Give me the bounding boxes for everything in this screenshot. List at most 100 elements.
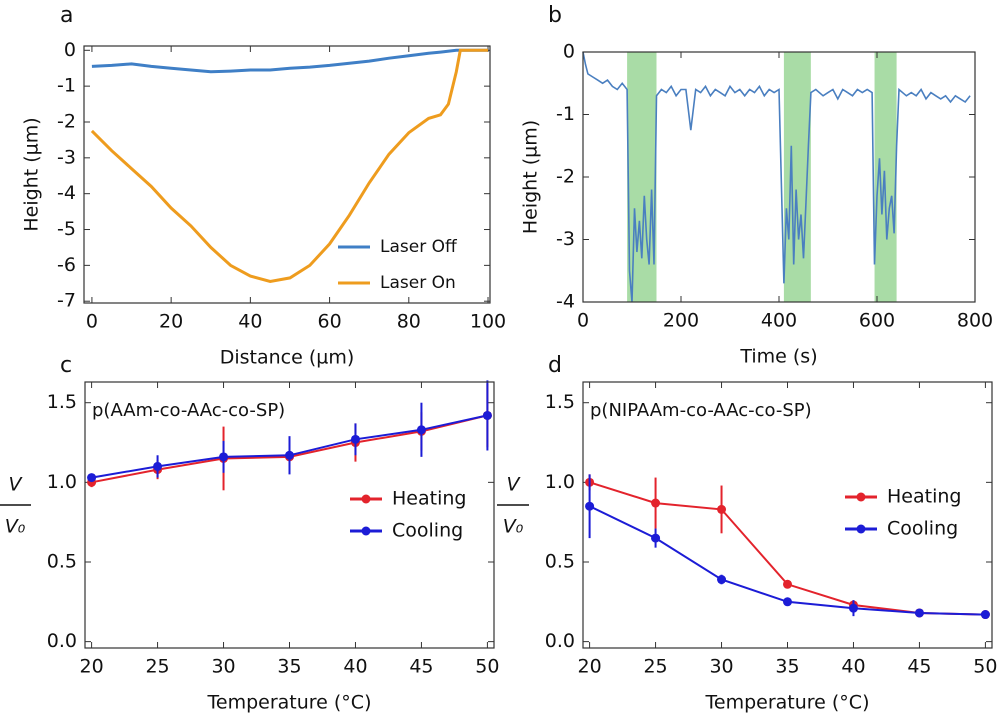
y-tick-label: -3 <box>556 228 575 250</box>
x-tick-label: 45 <box>409 656 433 678</box>
x-axis-label: Temperature (°C) <box>207 692 372 714</box>
legend-marker <box>856 524 866 534</box>
annotation: p(NIPAAm-co-AAc-co-SP) <box>590 400 812 421</box>
data-point <box>482 410 492 420</box>
y-tick-label: 1.0 <box>545 471 575 493</box>
x-axis-label: Distance (µm) <box>220 347 355 369</box>
y-tick-label: 0.0 <box>47 630 77 652</box>
x-tick-label: 30 <box>709 656 733 678</box>
legend-label: Laser Off <box>380 237 458 257</box>
y-tick-label: 1.0 <box>47 471 77 493</box>
y-tick-label: -1 <box>556 103 575 125</box>
y-axis-label: Height (µm) <box>520 120 542 234</box>
legend-marker <box>856 492 866 502</box>
y-tick-label: 1.5 <box>47 391 77 413</box>
x-tick-label: 100 <box>470 311 506 333</box>
y-tick-label: -4 <box>556 291 575 313</box>
x-tick-label: 30 <box>211 656 235 678</box>
x-tick-label: 20 <box>80 656 104 678</box>
y-axis-label: V <box>507 474 522 496</box>
y-tick-label: -2 <box>57 110 76 132</box>
data-point <box>153 461 163 471</box>
y-tick-label: 1.5 <box>545 391 575 413</box>
y-tick-label: 0.5 <box>47 550 77 572</box>
x-tick-label: 40 <box>343 656 367 678</box>
data-point <box>585 501 595 511</box>
x-tick-label: 20 <box>578 656 602 678</box>
data-line <box>91 48 488 74</box>
data-point <box>980 610 990 620</box>
y-tick-label: -5 <box>57 218 76 240</box>
y-tick-label: -3 <box>57 146 76 168</box>
x-tick-label: 0 <box>577 310 589 332</box>
data-point <box>717 575 727 585</box>
plot-frame <box>84 381 495 649</box>
legend-label: Heating <box>887 486 961 508</box>
x-tick-label: 400 <box>761 310 797 332</box>
y-axis-label: V <box>9 474 24 496</box>
x-tick-label: 35 <box>277 656 301 678</box>
shaded-region <box>627 52 657 302</box>
data-point <box>285 450 294 460</box>
x-tick-label: 50 <box>973 656 997 678</box>
data-point <box>651 533 661 543</box>
x-tick-label: 60 <box>317 311 341 333</box>
legend-marker <box>361 494 371 504</box>
legend-marker <box>361 526 371 536</box>
y-tick-label: 0 <box>563 41 575 63</box>
plot-frame <box>582 381 993 649</box>
x-tick-label: 20 <box>159 311 183 333</box>
annotation: p(AAm-co-AAc-co-SP) <box>92 400 285 421</box>
panel-label: a <box>60 3 73 28</box>
y-tick-label: 0.0 <box>545 630 575 652</box>
x-tick-label: 35 <box>775 656 799 678</box>
panel-label: d <box>548 353 562 378</box>
x-axis-label: Time (s) <box>739 346 817 368</box>
x-axis-label: Temperature (°C) <box>705 692 870 714</box>
data-line <box>582 51 971 303</box>
data-line <box>90 48 488 284</box>
data-point <box>651 498 661 508</box>
x-tick-label: 800 <box>957 310 993 332</box>
y-tick-label: -1 <box>57 75 76 97</box>
x-tick-label: 0 <box>86 311 98 333</box>
data-point <box>848 603 858 613</box>
x-tick-label: 80 <box>397 311 421 333</box>
data-point <box>219 452 229 462</box>
panel-label: b <box>548 3 562 28</box>
y-tick-label: -6 <box>57 254 76 276</box>
x-tick-label: 25 <box>145 656 169 678</box>
y-tick-label: 0.5 <box>545 550 575 572</box>
y-tick-label: -2 <box>556 166 575 188</box>
data-point <box>350 434 360 444</box>
x-tick-label: 600 <box>859 310 895 332</box>
x-tick-label: 40 <box>841 656 865 678</box>
y-tick-label: 0 <box>64 39 76 61</box>
legend-label: Cooling <box>392 520 463 542</box>
data-point <box>914 608 924 618</box>
legend-label: Heating <box>392 488 466 510</box>
panel-label: c <box>60 353 72 378</box>
y-axis-label: Height (µm) <box>21 117 43 231</box>
data-point <box>783 597 792 607</box>
y-axis-label: V₀ <box>5 516 26 538</box>
x-tick-label: 40 <box>238 311 262 333</box>
legend-label: Laser On <box>380 273 456 293</box>
data-point <box>416 425 426 435</box>
x-tick-label: 25 <box>643 656 667 678</box>
data-point <box>717 504 727 514</box>
data-point <box>783 579 792 589</box>
data-point <box>87 473 97 483</box>
plot-frame <box>582 51 976 303</box>
y-tick-label: -4 <box>57 182 76 204</box>
x-tick-label: 200 <box>663 310 699 332</box>
shaded-region <box>874 52 897 302</box>
legend-label: Cooling <box>887 518 958 540</box>
y-axis-label: V₀ <box>503 516 524 538</box>
x-tick-label: 45 <box>907 656 931 678</box>
plot-frame <box>83 45 491 304</box>
x-tick-label: 50 <box>475 656 499 678</box>
y-tick-label: -7 <box>57 290 76 312</box>
